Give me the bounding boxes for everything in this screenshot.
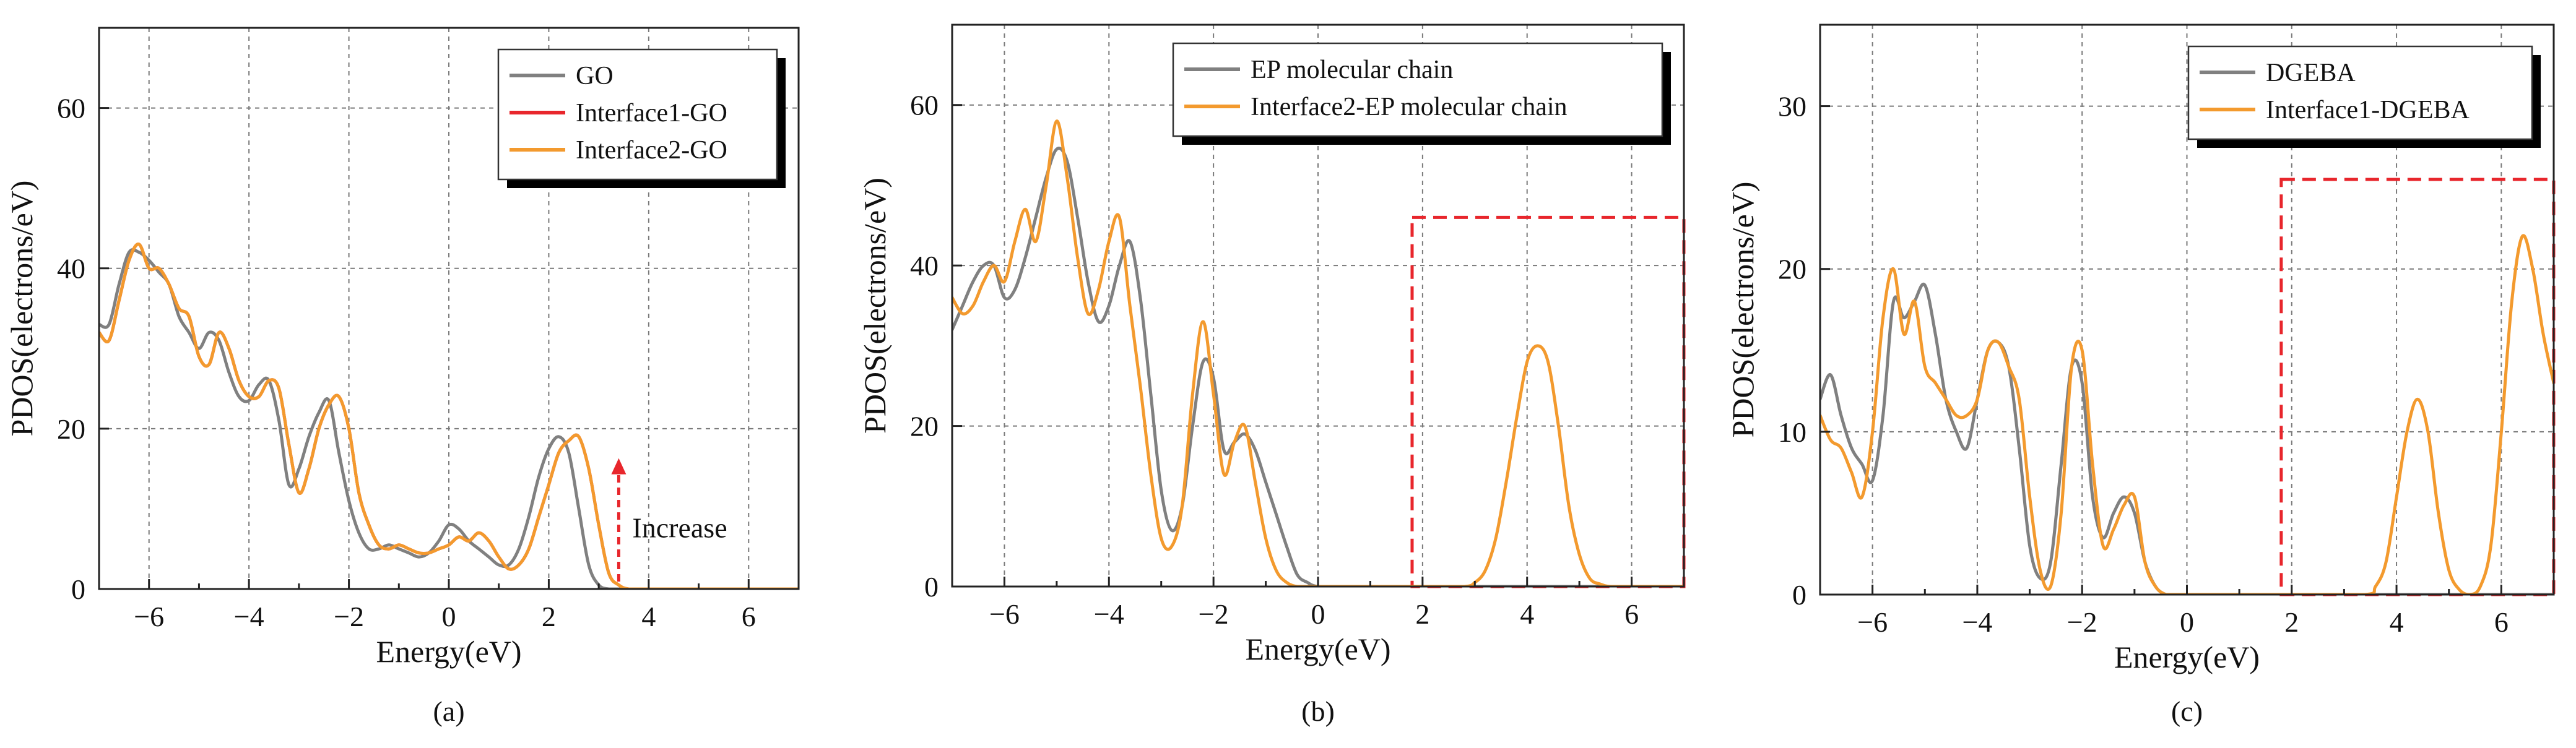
chart-panel-b: −6 −4 −2 0 2 4 60204060Energy(eV)PDOS(electron… xyxy=(857,24,1686,727)
x-tick-label: 6 xyxy=(1624,598,1639,630)
y-axis-title: PDOS(electrons/eV) xyxy=(1725,182,1760,438)
chart-panel-a: −6 −4 −2 0 2 4 60204060Energy(eV)PDOS(electron… xyxy=(4,27,800,727)
x-axis-title: Energy(eV) xyxy=(2114,640,2260,674)
legend-label: Interface2-GO xyxy=(576,136,727,165)
series-line-interface2-ep-molecular-chain xyxy=(952,119,1684,587)
arrow-head-icon xyxy=(611,458,627,475)
y-axis-title: PDOS(electrons/eV) xyxy=(4,181,39,437)
panel-label: (c) xyxy=(2171,695,2203,727)
legend-label: EP molecular chain xyxy=(1251,56,1453,84)
legend-label: Interface1-DGEBA xyxy=(2266,96,2470,124)
x-tick-label: −6 xyxy=(989,598,1020,630)
y-tick-label: 0 xyxy=(71,574,85,605)
x-tick-label: 0 xyxy=(442,601,456,632)
y-tick-label: 0 xyxy=(924,571,939,603)
x-tick-label: 0 xyxy=(2180,606,2194,638)
x-tick-label: −2 xyxy=(334,601,364,632)
y-tick-label: 60 xyxy=(910,90,939,121)
series-line-interface1-dgeba xyxy=(1820,234,2554,595)
y-tick-label: 40 xyxy=(57,253,85,285)
y-tick-label: 30 xyxy=(1778,91,1806,123)
series-line-interface2-go xyxy=(99,243,799,589)
x-tick-label: −2 xyxy=(1199,598,1229,630)
y-tick-label: 20 xyxy=(910,411,939,442)
x-tick-label: 6 xyxy=(2494,606,2509,638)
panel-label: (a) xyxy=(433,695,464,727)
legend: DGEBA Interface1-DGEBA xyxy=(2187,45,2541,148)
x-tick-label: −4 xyxy=(1962,606,1992,638)
highlight-box xyxy=(2279,178,2556,596)
x-tick-label: −4 xyxy=(1094,598,1124,630)
legend: GO Interface1-GO Interface2-GO xyxy=(497,48,786,188)
y-tick-label: 0 xyxy=(1792,579,1806,611)
y-axis-title: PDOS(electrons/eV) xyxy=(857,178,892,434)
annotation-text: Increase xyxy=(632,512,727,543)
legend: EP molecular chain Interface2-EP molecula… xyxy=(1172,42,1671,145)
y-tick-label: 10 xyxy=(1778,416,1806,448)
legend-box xyxy=(1172,42,1663,137)
x-tick-label: 4 xyxy=(641,601,656,632)
legend-label: DGEBA xyxy=(2266,59,2356,87)
x-tick-label: 2 xyxy=(542,601,556,632)
x-axis-title: Energy(eV) xyxy=(376,634,521,669)
x-tick-label: −2 xyxy=(2067,606,2097,638)
legend-label: Interface1-GO xyxy=(576,99,727,127)
x-tick-label: 6 xyxy=(742,601,756,632)
x-tick-label: 4 xyxy=(2390,606,2404,638)
x-axis-title: Energy(eV) xyxy=(1245,632,1390,666)
x-tick-label: −6 xyxy=(134,601,164,632)
x-tick-label: 2 xyxy=(1415,598,1429,630)
panel-label: (b) xyxy=(1301,695,1335,727)
series-line-ep-molecular-chain xyxy=(952,147,1684,587)
x-tick-label: −6 xyxy=(1857,606,1888,638)
legend-label: Interface2-EP molecular chain xyxy=(1251,93,1568,121)
legend-label: GO xyxy=(576,62,614,90)
x-tick-label: 2 xyxy=(2284,606,2299,638)
series-line-dgeba xyxy=(1820,282,2554,595)
legend-box xyxy=(2187,45,2533,140)
y-tick-label: 40 xyxy=(910,250,939,282)
y-tick-label: 20 xyxy=(57,413,85,445)
y-tick-label: 60 xyxy=(57,93,85,124)
x-tick-label: −4 xyxy=(234,601,264,632)
chart-panel-c: −6 −4 −2 0 2 4 6 0 10 20 30 Energy(eV) PDOS(electron… xyxy=(1725,24,2556,727)
highlight-box xyxy=(1410,215,1686,588)
x-tick-label: 0 xyxy=(1311,598,1325,630)
y-tick-label: 20 xyxy=(1778,254,1806,285)
x-tick-label: 4 xyxy=(1520,598,1534,630)
